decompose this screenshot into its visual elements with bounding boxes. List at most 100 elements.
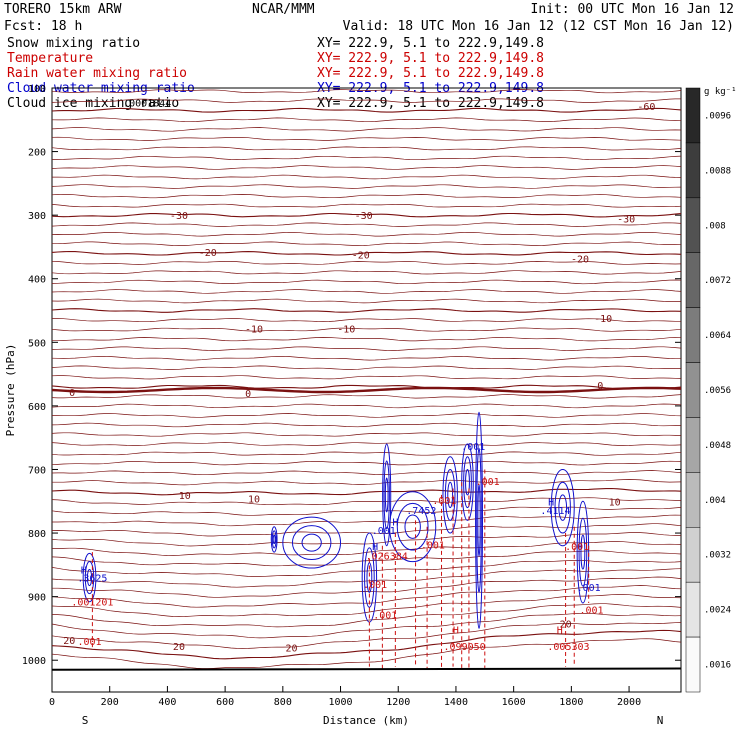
- rain-water-label: .026384: [366, 551, 408, 562]
- cloud-water-contour: [554, 481, 571, 534]
- isotherm: [51, 497, 681, 506]
- isotherm: [51, 136, 682, 141]
- isotherm: [51, 550, 682, 567]
- cloud-water-contour: [463, 456, 472, 509]
- rain-water-label: .001: [363, 580, 387, 591]
- isotherm: [51, 451, 682, 456]
- isotherm: [51, 506, 682, 516]
- rain-water-label: .005303: [547, 642, 589, 653]
- isotherm: [51, 432, 682, 437]
- cloud-water-contour: [578, 517, 588, 587]
- contour-labels: -60 -30 -30 -30 -20 -20 -20 -10 -10 -10 0 0 0 10 10 10 2…: [63, 99, 655, 655]
- cloud-water-label: H: [372, 542, 378, 553]
- cloud-water-label: .3625: [77, 574, 107, 585]
- cloud-water-contour: [301, 533, 322, 552]
- field-label: Snow mixing ratio: [7, 36, 140, 51]
- isotherm: [51, 260, 682, 265]
- cloud-water-contour: [383, 460, 390, 530]
- y-tick-label: 800: [28, 529, 46, 540]
- cloud-water-contour: [465, 468, 470, 496]
- cloud-water-contour: [475, 411, 483, 629]
- colorbar-segment: [685, 307, 701, 363]
- x-tick-label: 2000: [617, 697, 641, 708]
- colorbar-label: .008: [704, 221, 726, 231]
- colorbar-segment: [685, 527, 701, 583]
- colorbar-label: .0024: [704, 606, 731, 616]
- temperature-label: 0: [69, 388, 75, 399]
- isotherm: [51, 622, 682, 649]
- cloud-water-label: .4114: [540, 506, 570, 517]
- y-tick-label: 300: [28, 211, 46, 222]
- isotherm: [52, 514, 682, 527]
- cloud-water-contour: [447, 481, 454, 509]
- rain-water-label: .001: [373, 610, 397, 621]
- temperature-label: -10: [337, 324, 355, 335]
- cloud-water-contour: [558, 494, 568, 521]
- temperature-label: 20: [285, 643, 297, 654]
- x-tick-label: 400: [158, 697, 176, 708]
- cloud-water-contour: [384, 477, 389, 513]
- isotherm: [51, 117, 682, 123]
- colorbar-segment: [685, 252, 701, 308]
- isotherm: [51, 470, 682, 476]
- cloud-water-contour: [366, 562, 373, 593]
- y-tick-label: 200: [28, 148, 46, 159]
- isotherm: [52, 241, 682, 246]
- cloud-water-contour: [271, 530, 277, 549]
- terrain-surface: [51, 667, 682, 671]
- isotherm: [51, 403, 682, 409]
- colorbar-segment: [685, 87, 701, 144]
- colorbar: .0096 .0088 .008 .0072 .0064 .0056 .0048 .004 .0…: [685, 87, 731, 693]
- y-tick-label: 1000: [22, 656, 46, 667]
- isotherm: [51, 98, 681, 103]
- cloud-water-contour: [444, 468, 456, 521]
- field-coords: XY= 222.9, 5.1 to 222.9,149.8: [317, 66, 544, 81]
- colorbar-label: .004: [704, 496, 726, 506]
- rain-water-label: .001: [476, 477, 500, 488]
- isotherm: [51, 146, 682, 151]
- y-tick-label: 100: [28, 84, 46, 95]
- cloud-water-contours: [82, 411, 590, 629]
- x-left-end-label: S: [82, 714, 89, 727]
- isotherm: [51, 165, 682, 170]
- isotherm: [51, 203, 682, 208]
- x-tick-label: 600: [216, 697, 234, 708]
- x-right-end-label: N: [657, 714, 664, 727]
- isotherm: [51, 422, 682, 428]
- model-title: TORERO 15km ARW: [4, 2, 122, 17]
- isotherm: [51, 327, 682, 332]
- temperature-label: -20: [199, 248, 217, 259]
- isotherm: [52, 413, 682, 418]
- cloud-water-label: .001: [372, 526, 396, 537]
- temperature-label: -10: [594, 314, 612, 325]
- cloud-water-label: H: [81, 565, 87, 576]
- cloud-water-contour: [84, 560, 95, 595]
- y-tick-label: 400: [28, 275, 46, 286]
- cloud-water-contour: [476, 447, 482, 593]
- y-tick-label: 700: [28, 465, 46, 476]
- rain-water-label: H: [557, 626, 563, 637]
- field-label: Rain water mixing ratio: [7, 66, 187, 81]
- temperature-label: -10: [245, 324, 263, 335]
- isotherm: [51, 568, 682, 588]
- init-time: Init: 00 UTC Mon 16 Jan 12: [531, 2, 735, 17]
- colorbar-label: .0056: [704, 386, 731, 396]
- field-label: Cloud ice mixing ratio: [7, 96, 179, 111]
- cloud-water-contour: [86, 569, 93, 587]
- temperature-label: 0: [597, 381, 603, 392]
- temperature-label: 20: [173, 642, 185, 653]
- cloud-water-label: .7452: [406, 506, 436, 517]
- x-tick-label: 1000: [328, 697, 352, 708]
- x-tick-label: 1600: [502, 697, 526, 708]
- isotherm: [51, 270, 682, 275]
- rain-water-label: .001: [77, 637, 101, 648]
- temperature-label: 10: [248, 495, 260, 506]
- isotherm: [51, 127, 682, 132]
- isotherm: [51, 308, 682, 313]
- cloud-water-contour: [270, 526, 278, 553]
- y-axis-label: Pressure (hPa): [4, 344, 17, 437]
- terrain-line: [51, 667, 682, 671]
- field-label: Temperature: [7, 51, 93, 66]
- cloud-water-label: .001: [461, 442, 485, 453]
